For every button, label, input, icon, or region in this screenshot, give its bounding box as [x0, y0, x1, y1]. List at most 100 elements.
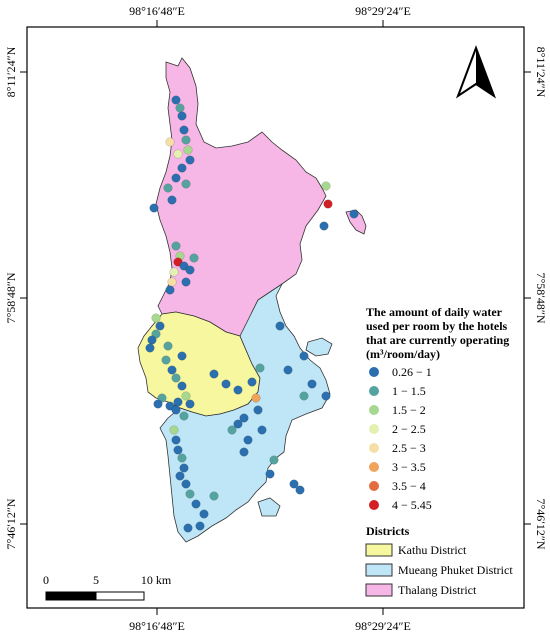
- hotel-point: [269, 455, 279, 465]
- hotel-point: [163, 183, 173, 193]
- hotel-point: [181, 179, 191, 189]
- hotel-point: [177, 163, 187, 173]
- hotel-point: [247, 377, 257, 387]
- coord-left-2: 7°58′48″N: [4, 272, 18, 323]
- hotel-point: [169, 425, 179, 435]
- legend-label-2: 1.5 − 2: [392, 403, 426, 417]
- hotel-point: [349, 209, 359, 219]
- hotel-point: [199, 509, 209, 519]
- hotel-point: [239, 447, 249, 457]
- hotel-point: [171, 95, 181, 105]
- hotel-point: [185, 399, 195, 409]
- mueang-phuket-district: [159, 282, 331, 543]
- legend-marker-1: [369, 386, 379, 396]
- hotel-point: [161, 355, 171, 365]
- hotel-point: [195, 521, 205, 531]
- legend-marker-5: [369, 462, 379, 472]
- hotel-point: [319, 221, 329, 231]
- hotel-point: [155, 321, 165, 331]
- hotel-point: [233, 419, 243, 429]
- coord-right-3: 7°46′12″N: [534, 498, 548, 549]
- legend-marker-7: [369, 500, 379, 510]
- hotel-point: [181, 391, 191, 401]
- legend-marker-4: [369, 443, 379, 453]
- hotel-point: [243, 435, 253, 445]
- hotel-point: [165, 285, 175, 295]
- legend-label-4: 2.5 − 3: [392, 441, 426, 455]
- legend-marker-2: [369, 405, 379, 415]
- legend-title-line-4: (m³/room/day): [366, 347, 440, 361]
- scale-bar: 0 5 10 km: [43, 573, 172, 601]
- coord-left-3: 7°46′12″N: [4, 498, 18, 549]
- legend-label-6: 3.5 − 4: [392, 479, 426, 493]
- district-label-2: Thalang District: [398, 583, 477, 597]
- hotel-point: [169, 267, 179, 277]
- legend-label-5: 3 − 3.5: [392, 460, 426, 474]
- coord-bottom-1: 98°16′48″E: [129, 619, 185, 633]
- scale-label-0: 0: [43, 573, 49, 587]
- hotel-point: [171, 373, 181, 383]
- hotel-point: [151, 313, 161, 323]
- hotel-point: [321, 391, 331, 401]
- hotel-point: [179, 463, 189, 473]
- hotel-point: [257, 425, 267, 435]
- hotel-point: [153, 399, 163, 409]
- hotel-point: [173, 445, 183, 455]
- legend-title-line-1: The amount of daily water: [366, 305, 503, 319]
- hotel-point: [173, 397, 183, 407]
- frame-ticks: [20, 20, 531, 615]
- hotel-point: [209, 369, 219, 379]
- hotel-point: [307, 379, 317, 389]
- hotel-point: [239, 413, 249, 423]
- hotel-point: [183, 145, 193, 155]
- hotel-point: [227, 425, 237, 435]
- legend: The amount of daily water used per room …: [365, 305, 513, 597]
- hotel-point: [251, 393, 261, 403]
- legend-marker-3: [369, 424, 379, 434]
- hotel-points: [145, 95, 359, 533]
- legend-title-line-2: used per room by the hotels: [366, 319, 508, 333]
- hotel-point: [167, 277, 177, 287]
- legend-marker-0: [369, 367, 379, 377]
- coord-right-2: 7°58′48″N: [534, 272, 548, 323]
- hotel-point: [253, 405, 263, 415]
- district-swatch-2: [365, 583, 393, 597]
- hotel-point: [171, 405, 181, 415]
- coord-top-2: 98°29′24″E: [355, 4, 411, 18]
- hotel-point: [173, 149, 183, 159]
- district-label-1: Mueang Phuket District: [398, 563, 513, 577]
- hotel-point: [177, 351, 187, 361]
- hotel-point: [167, 195, 177, 205]
- hotel-point: [175, 471, 185, 481]
- hotel-point: [321, 181, 331, 191]
- hotel-point: [191, 499, 201, 509]
- hotel-point: [181, 135, 191, 145]
- hotel-point: [177, 453, 187, 463]
- hotel-point: [181, 277, 191, 287]
- legend-title-line-3: that are currently operating: [366, 333, 509, 347]
- hotel-point: [289, 479, 299, 489]
- scale-label-5: 5: [93, 573, 99, 587]
- legend-districts: Kathu District Mueang Phuket District Thal…: [365, 543, 513, 597]
- hotel-point: [149, 203, 159, 213]
- hotel-point: [179, 125, 189, 135]
- hotel-point: [167, 365, 177, 375]
- scale-label-10: 10 km: [141, 573, 172, 587]
- hotel-point: [145, 343, 155, 353]
- hotel-point: [175, 103, 185, 113]
- hotel-point: [275, 321, 285, 331]
- legend-label-0: 0.26 − 1: [392, 365, 432, 379]
- hotel-point: [299, 391, 309, 401]
- hotel-point: [183, 523, 193, 533]
- hotel-point: [265, 469, 275, 479]
- hotel-point: [189, 253, 199, 263]
- hotel-point: [323, 199, 333, 209]
- hotel-point: [233, 385, 243, 395]
- coord-top-1: 98°16′48″E: [129, 4, 185, 18]
- coord-left-1: 8°11′24″N: [4, 46, 18, 97]
- mueang-islet-1: [305, 337, 333, 357]
- district-swatch-0: [365, 543, 393, 557]
- district-label-0: Kathu District: [398, 543, 467, 557]
- hotel-point: [177, 111, 187, 121]
